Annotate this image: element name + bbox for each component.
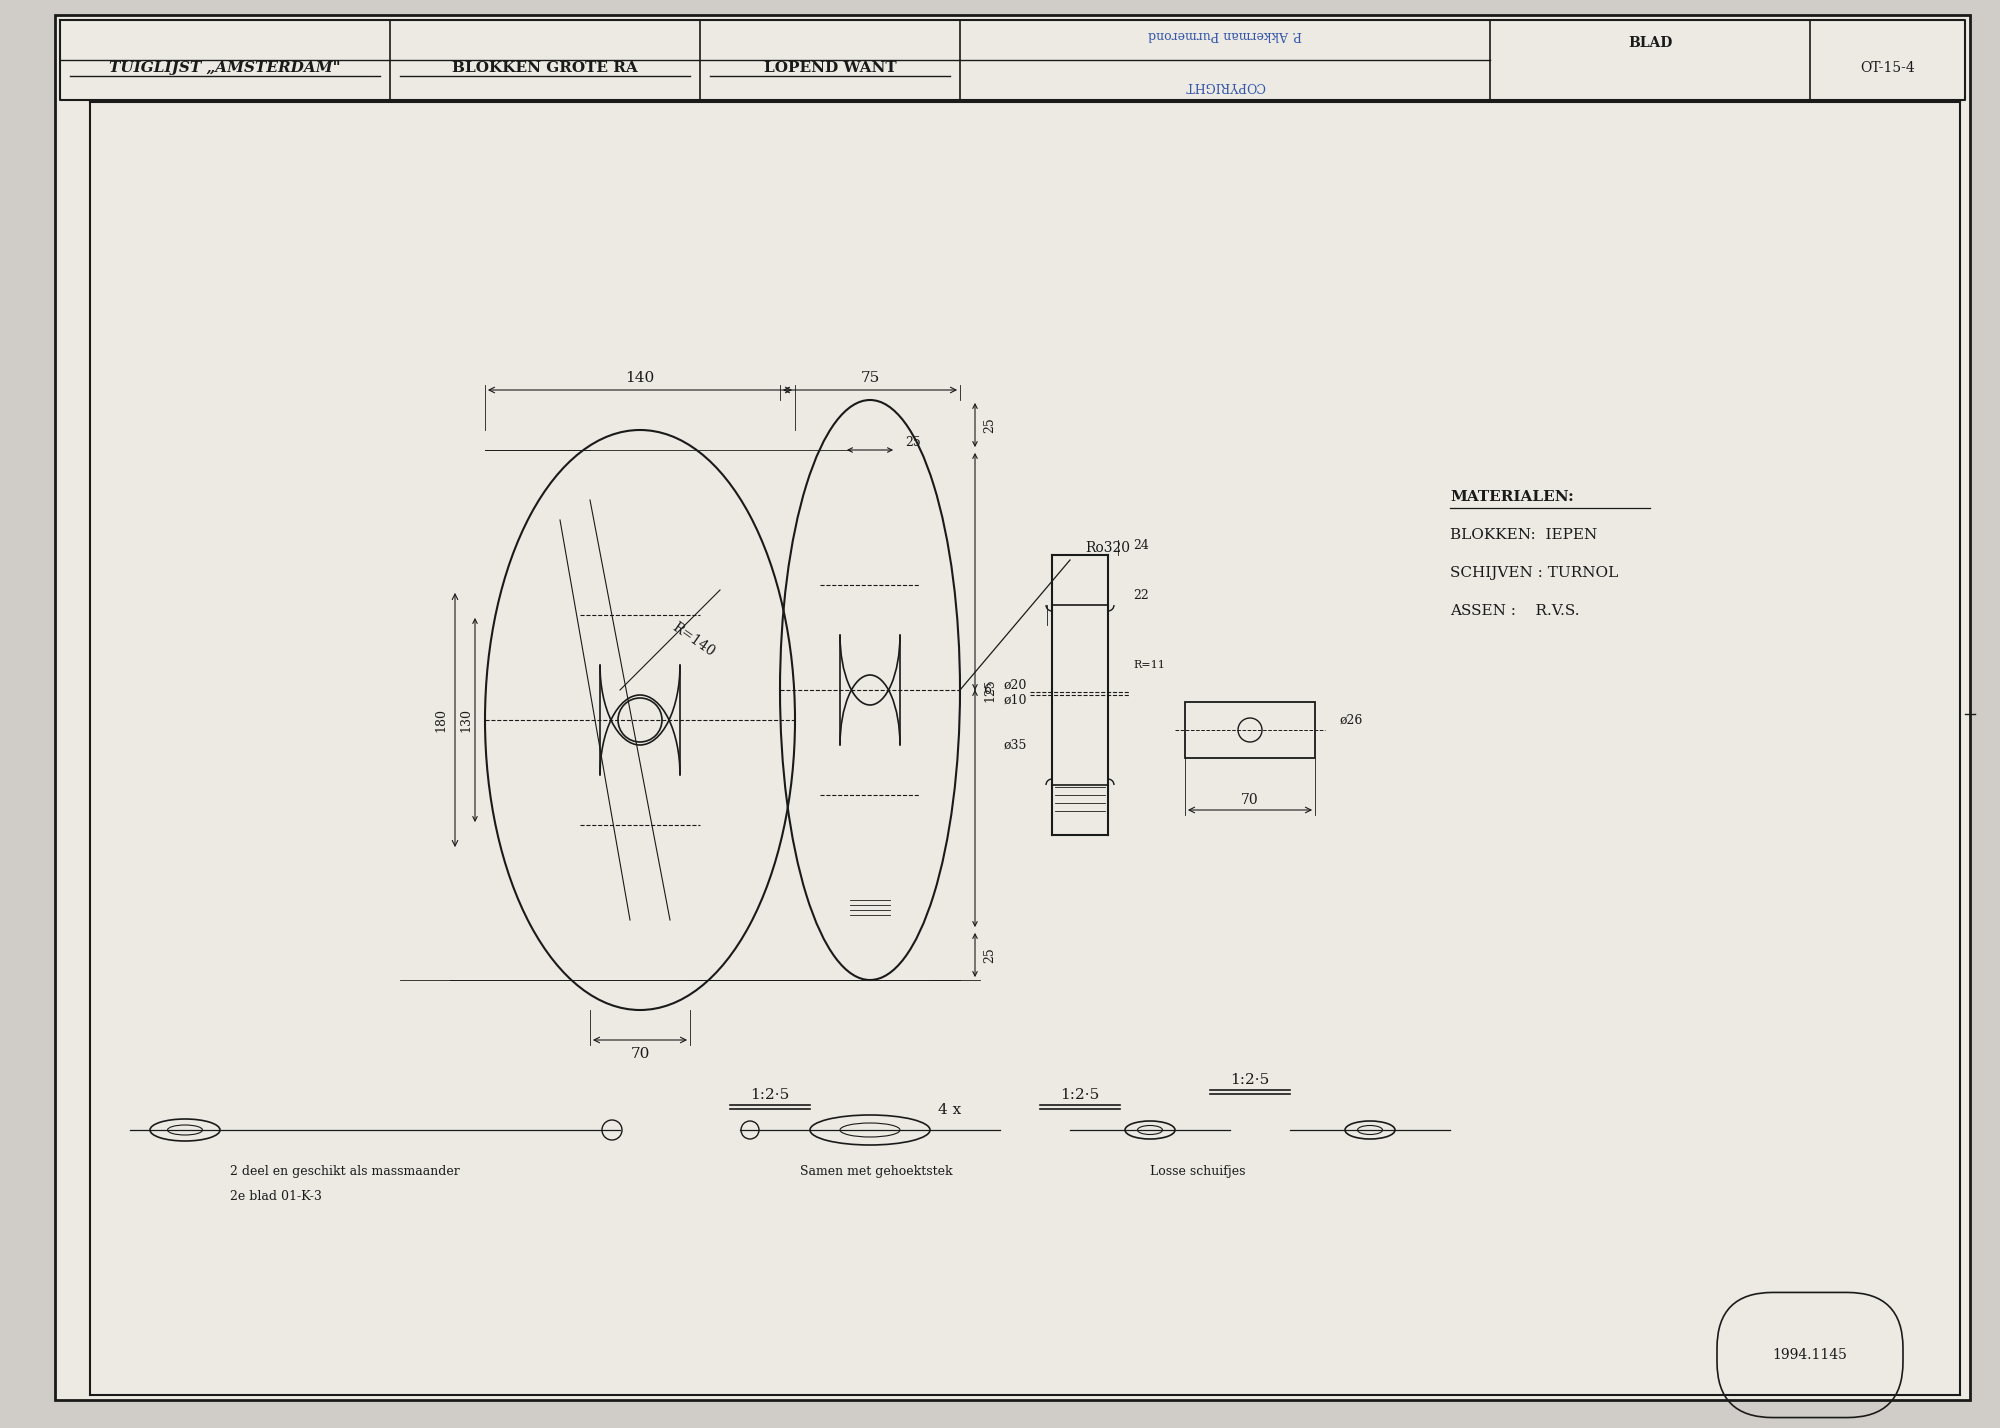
Text: BLAD: BLAD xyxy=(1628,36,1672,50)
Text: BLOKKEN:  IEPEN: BLOKKEN: IEPEN xyxy=(1450,528,1598,543)
Text: Ro320: Ro320 xyxy=(1084,541,1130,555)
Text: 2e blad 01-K-3: 2e blad 01-K-3 xyxy=(230,1190,322,1202)
Text: 6: 6 xyxy=(984,684,992,697)
Text: 25: 25 xyxy=(906,436,920,448)
Text: 1:2·5: 1:2·5 xyxy=(1060,1088,1100,1102)
Text: ø20: ø20 xyxy=(1004,678,1028,691)
Text: 125: 125 xyxy=(984,678,996,703)
Text: TUIGLIJST „AMSTERDAM": TUIGLIJST „AMSTERDAM" xyxy=(110,61,340,76)
Text: MATERIALEN:: MATERIALEN: xyxy=(1450,490,1574,504)
Text: ø26: ø26 xyxy=(1340,714,1364,727)
Text: COPYRIGHT: COPYRIGHT xyxy=(1184,79,1266,91)
Text: 22: 22 xyxy=(1132,588,1148,601)
Text: 130: 130 xyxy=(460,708,472,733)
Text: 70: 70 xyxy=(630,1047,650,1061)
Text: 2 deel en geschikt als massmaander: 2 deel en geschikt als massmaander xyxy=(230,1165,460,1178)
Text: R=140: R=140 xyxy=(670,620,718,660)
Text: ø10: ø10 xyxy=(1004,694,1028,707)
Text: OT-15-4: OT-15-4 xyxy=(1860,61,1914,76)
Text: 180: 180 xyxy=(434,708,448,733)
Text: P. Akkerman Purmerond: P. Akkerman Purmerond xyxy=(1148,29,1302,41)
Bar xyxy=(1184,703,1316,758)
Text: SCHIJVEN : TURNOL: SCHIJVEN : TURNOL xyxy=(1450,565,1618,580)
Text: ø35: ø35 xyxy=(1004,738,1028,751)
Text: R=11: R=11 xyxy=(1132,660,1164,670)
Text: 75: 75 xyxy=(860,371,880,386)
Text: 4 x: 4 x xyxy=(938,1102,962,1117)
Text: Samen met gehoektstek: Samen met gehoektstek xyxy=(800,1165,952,1178)
Text: Losse schuifjes: Losse schuifjes xyxy=(1150,1165,1246,1178)
Text: BLOKKEN GROTE RA: BLOKKEN GROTE RA xyxy=(452,61,638,76)
Ellipse shape xyxy=(810,1115,930,1145)
Text: ASSEN :    R.V.S.: ASSEN : R.V.S. xyxy=(1450,604,1580,618)
Text: 1994.1145: 1994.1145 xyxy=(1772,1348,1848,1362)
Text: 1:2·5: 1:2·5 xyxy=(1230,1072,1270,1087)
Text: 70: 70 xyxy=(1242,793,1258,807)
Text: 140: 140 xyxy=(626,371,654,386)
Text: 24: 24 xyxy=(1132,538,1148,551)
Text: 25: 25 xyxy=(984,947,996,962)
Text: 25: 25 xyxy=(984,417,996,433)
Ellipse shape xyxy=(1344,1121,1396,1140)
Text: 1:2·5: 1:2·5 xyxy=(750,1088,790,1102)
Ellipse shape xyxy=(1124,1121,1176,1140)
Text: LOPEND WANT: LOPEND WANT xyxy=(764,61,896,76)
Ellipse shape xyxy=(150,1120,220,1141)
